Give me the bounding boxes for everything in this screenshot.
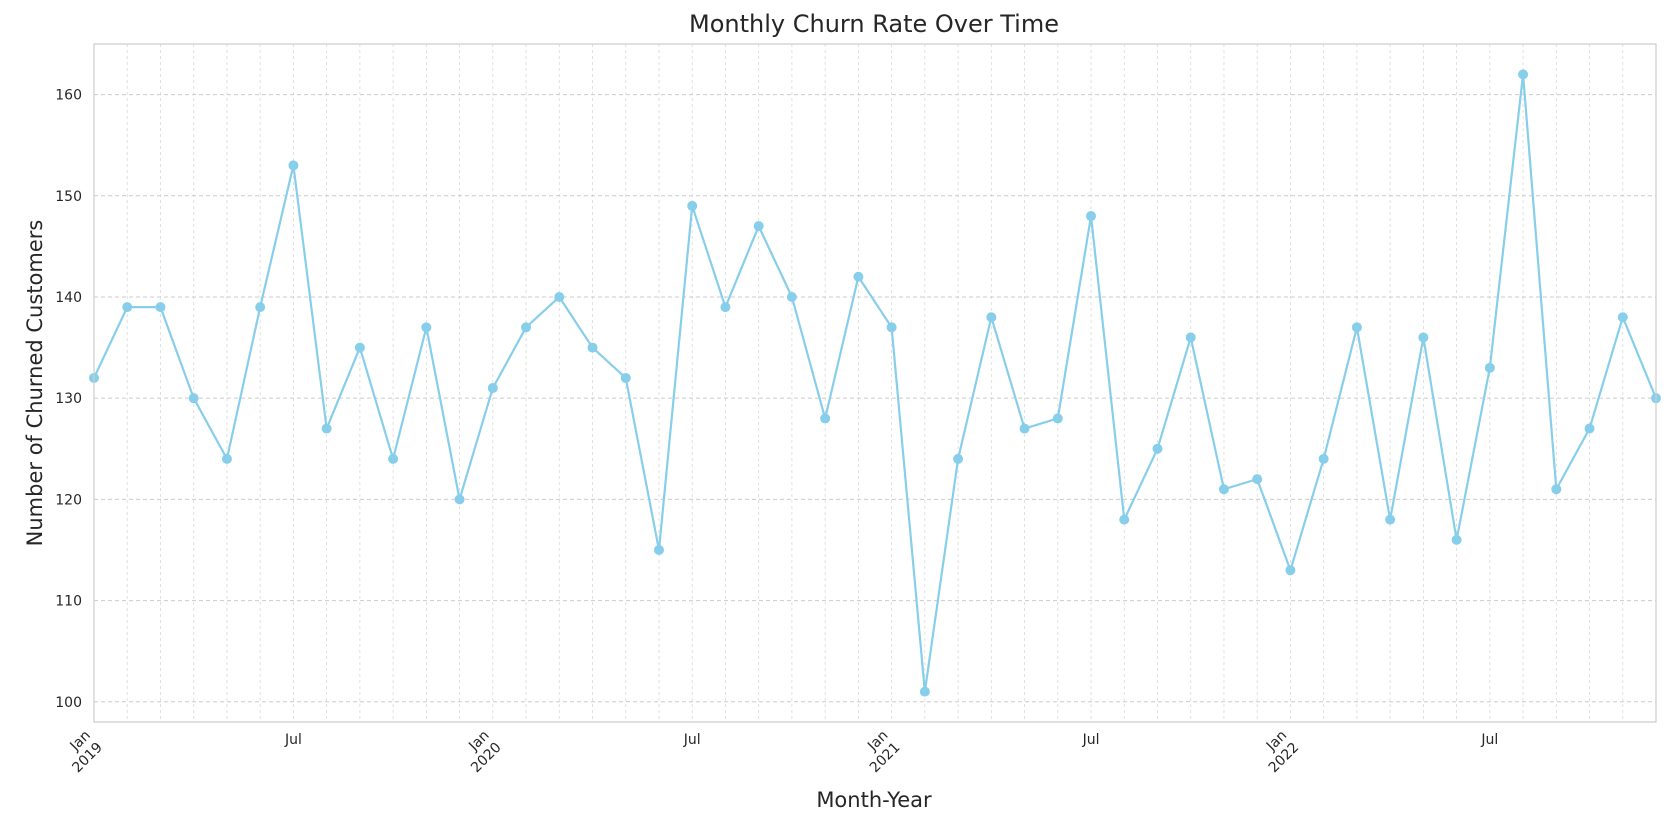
data-point (1617, 312, 1628, 323)
data-point (1285, 565, 1296, 576)
data-point (554, 291, 565, 302)
data-point (1318, 453, 1329, 464)
x-tick-label: Jul (1480, 732, 1498, 748)
data-point (1052, 413, 1063, 424)
data-point (1351, 322, 1362, 333)
chart-title: Monthly Churn Rate Over Time (689, 10, 1059, 38)
data-point (388, 453, 399, 464)
x-tick-label: Jul (683, 732, 701, 748)
y-tick-label: 130 (55, 391, 82, 407)
data-point (1185, 332, 1196, 343)
y-tick-label: 150 (55, 189, 82, 205)
data-point (288, 160, 299, 171)
data-point (321, 423, 332, 434)
data-point (653, 544, 664, 555)
data-point (720, 302, 731, 313)
y-axis-ticks: 100 110 120 130 140 150 160 (55, 88, 82, 711)
data-point (188, 393, 199, 404)
data-point (454, 494, 465, 505)
y-tick-label: 140 (55, 290, 82, 306)
data-point (1218, 484, 1229, 495)
data-point (221, 453, 232, 464)
data-point (820, 413, 831, 424)
data-point (1584, 423, 1595, 434)
data-point (1385, 514, 1396, 525)
data-point (1119, 514, 1130, 525)
data-point (1086, 211, 1097, 222)
data-point (255, 302, 266, 313)
data-point (853, 271, 864, 282)
data-point (521, 322, 532, 333)
series-line (93, 73, 1658, 693)
data-point (1019, 423, 1030, 434)
data-point (587, 342, 598, 353)
data-point (1518, 69, 1529, 80)
x-tick-label: Jul (1082, 732, 1100, 748)
x-axis-label: Month-Year (816, 788, 932, 812)
data-point (122, 302, 133, 313)
grid (93, 44, 1657, 722)
y-tick-label: 160 (55, 88, 82, 104)
plot-frame (93, 43, 1657, 723)
data-point (1551, 484, 1562, 495)
y-tick-label: 110 (55, 594, 82, 610)
data-point (1451, 534, 1462, 545)
data-point (1152, 443, 1163, 454)
y-axis-label: Number of Churned Customers (23, 220, 47, 547)
data-point (886, 322, 897, 333)
data-point (1484, 362, 1495, 373)
data-point (620, 372, 631, 383)
y-tick-label: 120 (55, 492, 82, 508)
data-point (487, 383, 498, 394)
data-point (687, 200, 698, 211)
y-tick-label: 100 (55, 695, 82, 711)
data-point (919, 686, 930, 697)
data-point (986, 312, 997, 323)
data-point (155, 302, 166, 313)
data-point (1418, 332, 1429, 343)
data-point (786, 291, 797, 302)
data-point (1252, 474, 1263, 485)
data-point (354, 342, 365, 353)
series-churn (89, 69, 1661, 697)
data-point (753, 221, 764, 232)
x-tick-label: Jul (284, 732, 302, 748)
data-point (421, 322, 432, 333)
data-point (953, 453, 964, 464)
